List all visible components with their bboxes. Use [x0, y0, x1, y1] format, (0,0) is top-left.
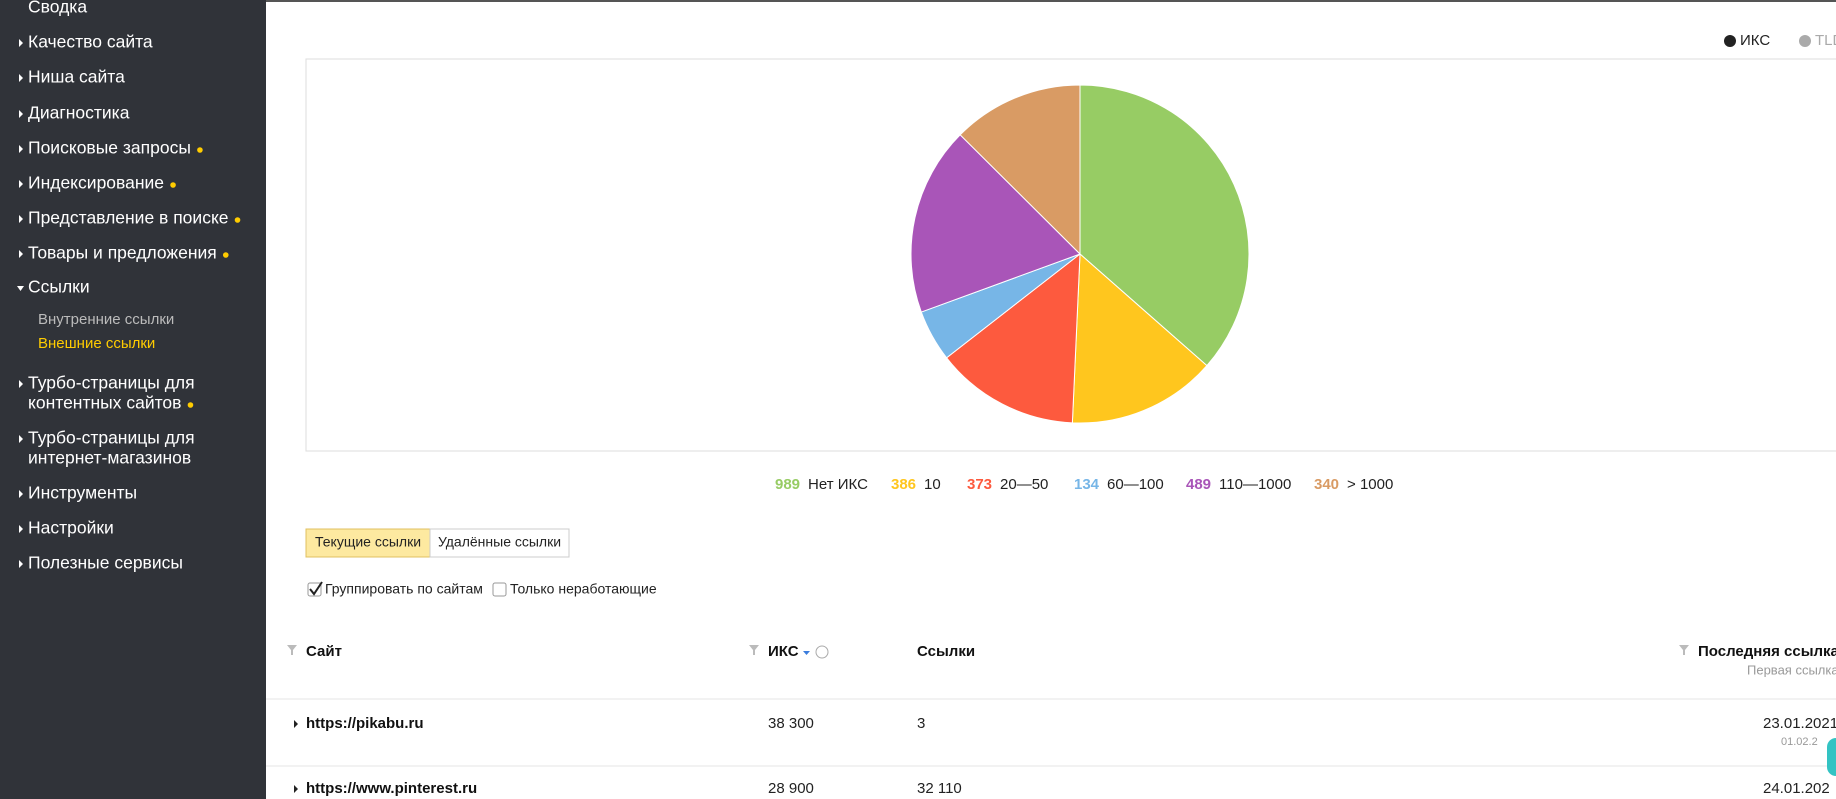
arrow [19, 74, 23, 82]
arrow [19, 490, 23, 498]
tab-label[interactable]: Текущие ссылки [315, 534, 421, 550]
legend-label[interactable]: 20—50 [1000, 476, 1048, 493]
last-link-date: 23.01.2021 [1763, 715, 1836, 732]
arrow [19, 435, 23, 443]
new-dot [222, 252, 229, 258]
arrow [19, 525, 23, 533]
legend-label[interactable]: Нет ИКС [808, 476, 868, 493]
legend-value: 489 [1186, 476, 1211, 493]
chart-frame [305, 58, 1836, 452]
filter-icon[interactable] [287, 645, 297, 655]
nav-item[interactable]: контентных сайтов [28, 393, 181, 413]
first-link-date: 01.02.2 [1781, 736, 1818, 748]
legend-label[interactable]: 10 [924, 476, 941, 493]
sub-nav-item[interactable]: Внешние ссылки [38, 335, 155, 352]
legend-value: 386 [891, 476, 916, 493]
sub-nav-item[interactable]: Внутренние ссылки [38, 311, 174, 328]
last-link-date: 24.01.202 [1763, 780, 1830, 797]
switch-label[interactable]: ИКС [1740, 32, 1770, 49]
top-border [266, 0, 1836, 2]
switch-icon[interactable] [1724, 35, 1736, 47]
column-header[interactable]: Сайт [306, 643, 342, 660]
site-link[interactable]: https://pikabu.ru [306, 715, 424, 732]
arrow [19, 39, 23, 47]
nav-item[interactable]: интернет-магазинов [28, 448, 191, 468]
nav-item[interactable]: Диагностика [28, 103, 130, 123]
new-dot [170, 182, 176, 188]
arrow [19, 560, 23, 568]
legend-label[interactable]: 110—1000 [1219, 476, 1291, 493]
legend-label[interactable]: > 1000 [1347, 476, 1393, 493]
checkbox[interactable] [492, 582, 507, 597]
checkbox[interactable] [307, 582, 322, 597]
legend-value: 340 [1314, 476, 1339, 493]
new-dot [187, 402, 194, 408]
new-dot [197, 147, 203, 153]
arrow [19, 180, 23, 188]
sort-arrow [803, 651, 810, 655]
pie-slice [945, 252, 1081, 424]
arrow [19, 250, 23, 258]
nav-item[interactable]: Качество сайта [28, 32, 153, 52]
nav-item[interactable]: Индексирование [28, 173, 164, 193]
switch-icon[interactable] [1799, 35, 1811, 47]
pie-slice [1079, 84, 1250, 367]
nav-item[interactable]: Турбо-страницы для [28, 428, 195, 448]
tab-label[interactable]: Удалённые ссылки [438, 534, 561, 550]
filter-icon[interactable] [749, 645, 759, 655]
info-icon [815, 645, 829, 659]
column-subheader[interactable]: Первая ссылка [1747, 662, 1836, 677]
checkbox-label[interactable]: Группировать по сайтам [325, 581, 483, 597]
nav-item[interactable]: Полезные сервисы [28, 553, 183, 573]
switch-label[interactable]: TLD [1815, 32, 1836, 49]
pie-slice [1071, 252, 1208, 424]
site-link[interactable]: https://www.pinterest.ru [306, 780, 477, 797]
pie-slice [959, 84, 1081, 256]
nav-item[interactable]: Сводка [28, 0, 87, 17]
arrow [19, 145, 23, 153]
filter-icon[interactable] [1679, 645, 1689, 655]
nav-item[interactable]: Турбо-страницы для [28, 373, 195, 393]
legend-value: 373 [967, 476, 992, 493]
legend-label[interactable]: 60—100 [1107, 476, 1164, 493]
links-count: 32 110 [917, 780, 962, 797]
nav-item[interactable]: Настройки [28, 518, 114, 538]
check-mark [309, 581, 323, 596]
arrow [19, 110, 23, 118]
tab[interactable] [429, 528, 570, 558]
tab[interactable] [305, 528, 431, 558]
column-header[interactable]: ИКС [768, 643, 799, 660]
nav-item[interactable]: Товары и предложения [28, 243, 217, 263]
column-header[interactable]: Ссылки [917, 643, 975, 660]
nav-item[interactable]: Ниша сайта [28, 67, 125, 87]
nav-item[interactable]: Представление в поиске [28, 208, 229, 228]
nav-item[interactable]: Поисковые запросы [28, 138, 191, 158]
iks-value: 38 300 [768, 715, 814, 732]
nav-item[interactable]: Инструменты [28, 483, 137, 503]
sidebar [0, 0, 266, 799]
iks-value: 28 900 [768, 780, 814, 797]
new-dot [234, 217, 241, 223]
legend-value: 989 [775, 476, 800, 493]
row-arrow[interactable] [294, 785, 298, 793]
legend-value: 134 [1074, 476, 1100, 493]
pie-slice [910, 134, 1081, 313]
expanded-arrow [17, 286, 24, 291]
checkbox-label[interactable]: Только неработающие [510, 581, 657, 597]
column-header[interactable]: Последняя ссылка [1698, 643, 1836, 660]
nav-item[interactable]: Ссылки [28, 277, 90, 297]
row-arrow[interactable] [294, 720, 298, 728]
links-count: 3 [917, 715, 925, 732]
arrow [19, 215, 23, 223]
arrow [19, 380, 23, 388]
chat-button[interactable] [1827, 738, 1836, 776]
